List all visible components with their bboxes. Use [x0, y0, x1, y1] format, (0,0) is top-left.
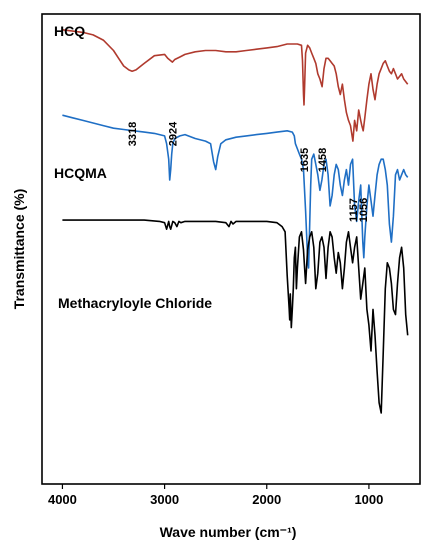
- series-label-hcqma: HCQMA: [54, 165, 107, 181]
- x-tick-label-1000: 1000: [354, 492, 383, 507]
- peak-label-1157: 1157: [348, 198, 360, 222]
- series-group: [62, 29, 409, 414]
- y-axis-title: Transmittance (%): [11, 189, 27, 310]
- series-label-hcq: HCQ: [54, 23, 85, 39]
- series-line-hcq: [62, 29, 409, 142]
- plot-frame: [41, 13, 421, 485]
- x-axis-ticks: 4000 3000 2000 1000: [48, 484, 383, 507]
- x-tick-label-4000: 4000: [48, 492, 77, 507]
- peak-label-3318: 3318: [127, 122, 139, 146]
- x-tick-label-2000: 2000: [252, 492, 281, 507]
- peak-label-1635: 1635: [299, 148, 311, 172]
- x-axis-title: Wave number (cm⁻¹): [160, 524, 297, 540]
- series-line-hcqma: [62, 114, 409, 269]
- series-label-methacryloyle-chloride: Methacryloyle Chloride: [58, 295, 212, 311]
- peak-label-1458: 1458: [317, 148, 329, 172]
- series-line-methacryloyle-chloride: [62, 219, 409, 414]
- series-labels: HCQ HCQMA Methacryloyle Chloride: [54, 23, 212, 311]
- peak-label-1056: 1056: [358, 198, 370, 222]
- peak-label-2924: 2924: [167, 121, 179, 146]
- x-tick-label-3000: 3000: [150, 492, 179, 507]
